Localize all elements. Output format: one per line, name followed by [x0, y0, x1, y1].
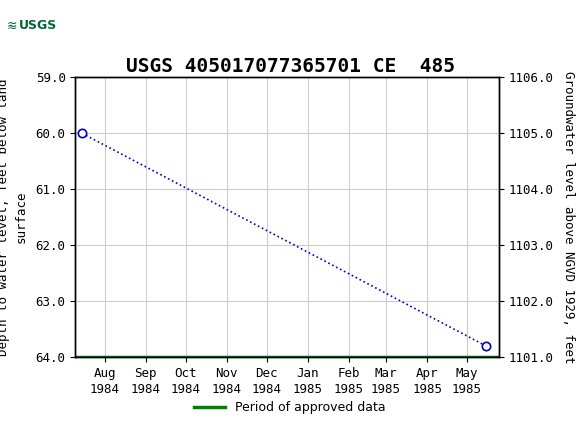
Text: ≡USGS: ≡USGS: [12, 16, 70, 35]
Y-axis label: Groundwater level above NGVD 1929, feet: Groundwater level above NGVD 1929, feet: [562, 71, 575, 363]
Text: USGS 405017077365701 CE  485: USGS 405017077365701 CE 485: [125, 57, 455, 76]
Legend: Period of approved data: Period of approved data: [189, 396, 391, 419]
Text: ≋: ≋: [7, 19, 17, 32]
Y-axis label: Depth to water level, feet below land
surface: Depth to water level, feet below land su…: [0, 78, 27, 356]
FancyBboxPatch shape: [3, 5, 72, 46]
Text: USGS: USGS: [19, 19, 57, 32]
